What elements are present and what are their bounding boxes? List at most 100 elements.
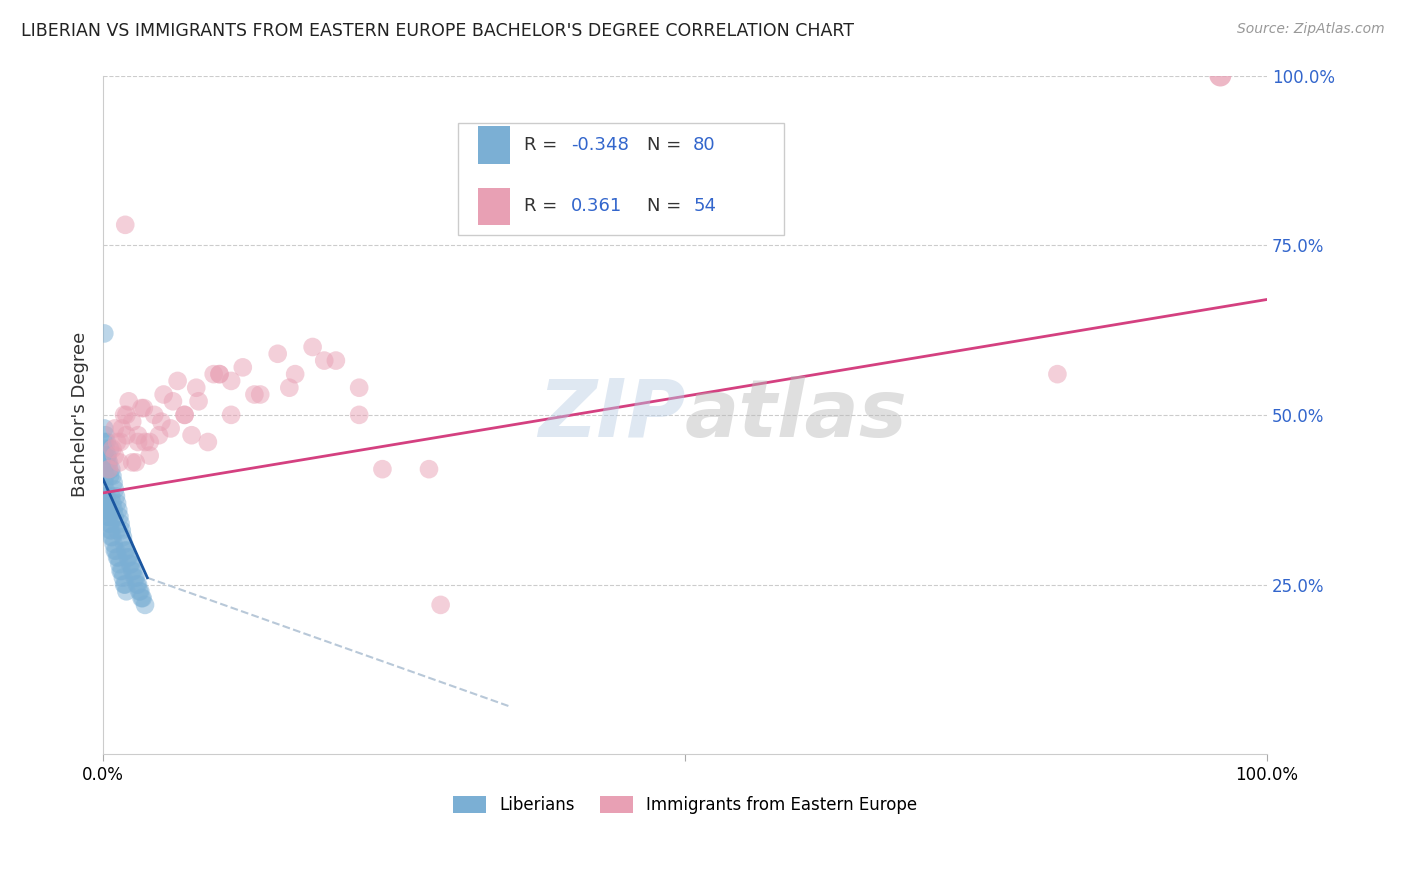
Point: [267, 347, 290, 361]
Point: [120, 557, 142, 571]
Text: ZIP: ZIP: [537, 376, 685, 454]
Point: [111, 530, 134, 544]
Point: [96, 503, 118, 517]
Text: atlas: atlas: [685, 376, 908, 454]
Point: [107, 503, 129, 517]
Point: [105, 435, 128, 450]
Point: [100, 530, 122, 544]
Point: [108, 557, 131, 571]
Point: [134, 435, 156, 450]
Point: [93, 449, 115, 463]
Point: [159, 421, 181, 435]
Point: [100, 462, 122, 476]
Point: [152, 387, 174, 401]
Point: [108, 509, 131, 524]
Point: [93, 475, 115, 490]
Text: LIBERIAN VS IMMIGRANTS FROM EASTERN EUROPE BACHELOR'S DEGREE CORRELATION CHART: LIBERIAN VS IMMIGRANTS FROM EASTERN EURO…: [21, 22, 853, 40]
Point: [97, 509, 120, 524]
Point: [103, 537, 125, 551]
Point: [110, 564, 132, 578]
Point: [94, 428, 117, 442]
Point: [97, 455, 120, 469]
Point: [111, 564, 134, 578]
Point: [105, 523, 128, 537]
Point: [96, 435, 118, 450]
Point: [243, 387, 266, 401]
Point: [118, 550, 141, 565]
Point: [115, 408, 138, 422]
Point: [301, 340, 323, 354]
Point: [278, 381, 301, 395]
Point: [1046, 367, 1069, 381]
Point: [180, 428, 202, 442]
Point: [94, 469, 117, 483]
Point: [111, 421, 134, 435]
Point: [97, 462, 120, 476]
Point: [150, 415, 173, 429]
Point: [121, 455, 143, 469]
Point: [1209, 69, 1232, 83]
Legend: Liberians, Immigrants from Eastern Europe: Liberians, Immigrants from Eastern Europ…: [453, 796, 918, 814]
Point: [101, 496, 124, 510]
Point: [98, 523, 121, 537]
Point: [134, 598, 156, 612]
Point: [104, 489, 127, 503]
Bar: [478, 127, 510, 164]
Point: [127, 428, 149, 442]
Point: [314, 353, 336, 368]
Point: [104, 449, 127, 463]
Point: [125, 455, 148, 469]
Point: [187, 394, 209, 409]
Point: [96, 449, 118, 463]
Point: [186, 381, 208, 395]
Point: [115, 584, 138, 599]
Point: [148, 428, 170, 442]
FancyBboxPatch shape: [458, 123, 785, 235]
Point: [114, 218, 136, 232]
Point: [111, 571, 134, 585]
Point: [97, 509, 120, 524]
Point: [104, 543, 127, 558]
Point: [107, 550, 129, 565]
Point: [93, 326, 115, 341]
Point: [117, 550, 139, 565]
Point: [249, 387, 271, 401]
Point: [118, 557, 141, 571]
Point: [122, 564, 145, 578]
Point: [104, 483, 127, 497]
Point: [197, 435, 219, 450]
Point: [114, 577, 136, 591]
Point: [138, 449, 160, 463]
Point: [104, 421, 127, 435]
Point: [100, 489, 122, 503]
Point: [101, 469, 124, 483]
Point: [208, 367, 231, 381]
Point: [104, 509, 127, 524]
Text: 0.361: 0.361: [571, 197, 623, 215]
Point: [110, 516, 132, 531]
Point: [232, 360, 254, 375]
Point: [93, 421, 115, 435]
Bar: [478, 187, 510, 225]
Y-axis label: Bachelor's Degree: Bachelor's Degree: [72, 332, 89, 498]
Point: [129, 584, 152, 599]
Point: [97, 455, 120, 469]
Point: [96, 503, 118, 517]
Point: [115, 543, 138, 558]
Point: [347, 381, 370, 395]
Point: [138, 435, 160, 450]
Point: [105, 550, 128, 565]
Point: [347, 408, 370, 422]
Point: [429, 598, 451, 612]
Point: [94, 442, 117, 456]
Point: [94, 496, 117, 510]
Text: Source: ZipAtlas.com: Source: ZipAtlas.com: [1237, 22, 1385, 37]
Point: [105, 496, 128, 510]
Point: [110, 435, 132, 450]
Point: [103, 475, 125, 490]
Point: [166, 374, 188, 388]
Point: [114, 543, 136, 558]
Point: [325, 353, 347, 368]
Point: [98, 469, 121, 483]
Point: [162, 394, 184, 409]
